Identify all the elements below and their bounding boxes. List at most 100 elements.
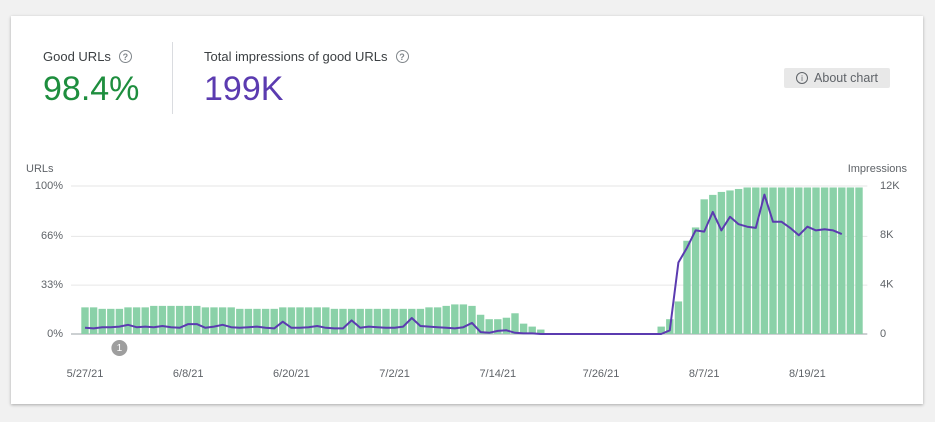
bar (408, 308, 416, 334)
about-chart-button[interactable]: i About chart (784, 68, 890, 88)
y-axis-label: URLs (26, 163, 54, 175)
bar (700, 199, 708, 334)
bar (812, 187, 820, 334)
bar (425, 307, 433, 334)
bar (98, 308, 106, 334)
bar (674, 301, 683, 334)
bar (184, 305, 192, 334)
y-tick-label: 100% (35, 180, 63, 192)
bar (210, 307, 218, 334)
help-icon[interactable]: ? (395, 50, 409, 63)
y2-axis-label: Impressions (848, 163, 908, 175)
bar (734, 188, 743, 334)
bar (175, 305, 184, 334)
bar (855, 187, 863, 334)
bar (107, 308, 115, 334)
bar (485, 319, 493, 334)
bar (726, 190, 734, 334)
bar (416, 308, 425, 334)
bar (296, 307, 304, 334)
bar (81, 307, 89, 334)
bar (691, 227, 700, 334)
bar (511, 313, 519, 334)
bar (803, 187, 812, 334)
bar (502, 317, 511, 334)
x-tick-label: 6/8/21 (173, 368, 204, 380)
bar (795, 187, 803, 334)
bar (339, 308, 347, 334)
bar (244, 308, 253, 334)
bar (365, 308, 373, 334)
x-tick-label: 5/27/21 (67, 368, 104, 380)
y2-tick-label: 0 (880, 328, 886, 340)
y-tick-label: 0% (47, 328, 63, 340)
annotation-marker (111, 340, 128, 356)
bar (494, 319, 502, 334)
bar (279, 307, 287, 334)
bar (476, 314, 485, 334)
bar (313, 307, 321, 334)
bar (846, 187, 855, 334)
bar (124, 307, 132, 334)
bar (433, 307, 442, 334)
bar (218, 307, 227, 334)
bar (769, 187, 777, 334)
bar (442, 305, 450, 334)
bar (356, 308, 364, 334)
x-tick-label: 7/26/21 (583, 368, 620, 380)
bar (150, 305, 158, 334)
metric-value: 199K (204, 70, 284, 108)
divider (172, 42, 173, 114)
bar (657, 326, 665, 334)
bar (89, 307, 98, 334)
metric-label: Total impressions of good URLs (204, 49, 388, 64)
y-tick-label: 66% (41, 230, 63, 242)
bar (167, 305, 175, 334)
x-tick-label: 7/14/21 (479, 368, 516, 380)
bar (330, 308, 339, 334)
x-tick-label: 8/19/21 (789, 368, 826, 380)
bar (115, 308, 124, 334)
bar (261, 308, 270, 334)
bar (838, 187, 846, 334)
bar (786, 187, 794, 334)
line (84, 193, 843, 335)
bar (270, 308, 278, 334)
bar (382, 308, 390, 334)
bar (287, 307, 296, 334)
bar (829, 187, 837, 334)
metric-label: Good URLs (43, 49, 111, 64)
bar (528, 326, 536, 334)
bar (760, 187, 769, 334)
bar (743, 187, 751, 334)
y2-tick-label: 12K (880, 180, 900, 192)
x-tick-label: 7/2/21 (379, 368, 410, 380)
annotation-label: 1 (117, 343, 123, 354)
bar (537, 329, 545, 334)
y2-tick-label: 4K (880, 279, 894, 291)
metric-label-row: Total impressions of good URLs? (204, 49, 409, 64)
bar (132, 307, 141, 334)
bar (390, 308, 399, 334)
help-icon[interactable]: ? (118, 50, 132, 63)
bar (468, 305, 476, 334)
bar (253, 308, 261, 334)
bar (399, 308, 407, 334)
info-icon: i (796, 72, 809, 84)
bar (236, 308, 244, 334)
bar (373, 308, 382, 334)
y2-tick-label: 8K (880, 229, 894, 241)
bar (777, 187, 786, 334)
bar (709, 194, 717, 334)
bar (717, 191, 726, 334)
x-tick-label: 8/7/21 (689, 368, 720, 380)
bar (193, 305, 201, 334)
metric-impressions: Total impressions of good URLs? 199K (204, 49, 409, 109)
metric-value: 98.4% (43, 70, 140, 108)
bar (227, 307, 235, 334)
bar (519, 323, 528, 334)
metric-label-row: Good URLs? (43, 49, 139, 64)
x-tick-label: 6/20/21 (273, 368, 310, 380)
